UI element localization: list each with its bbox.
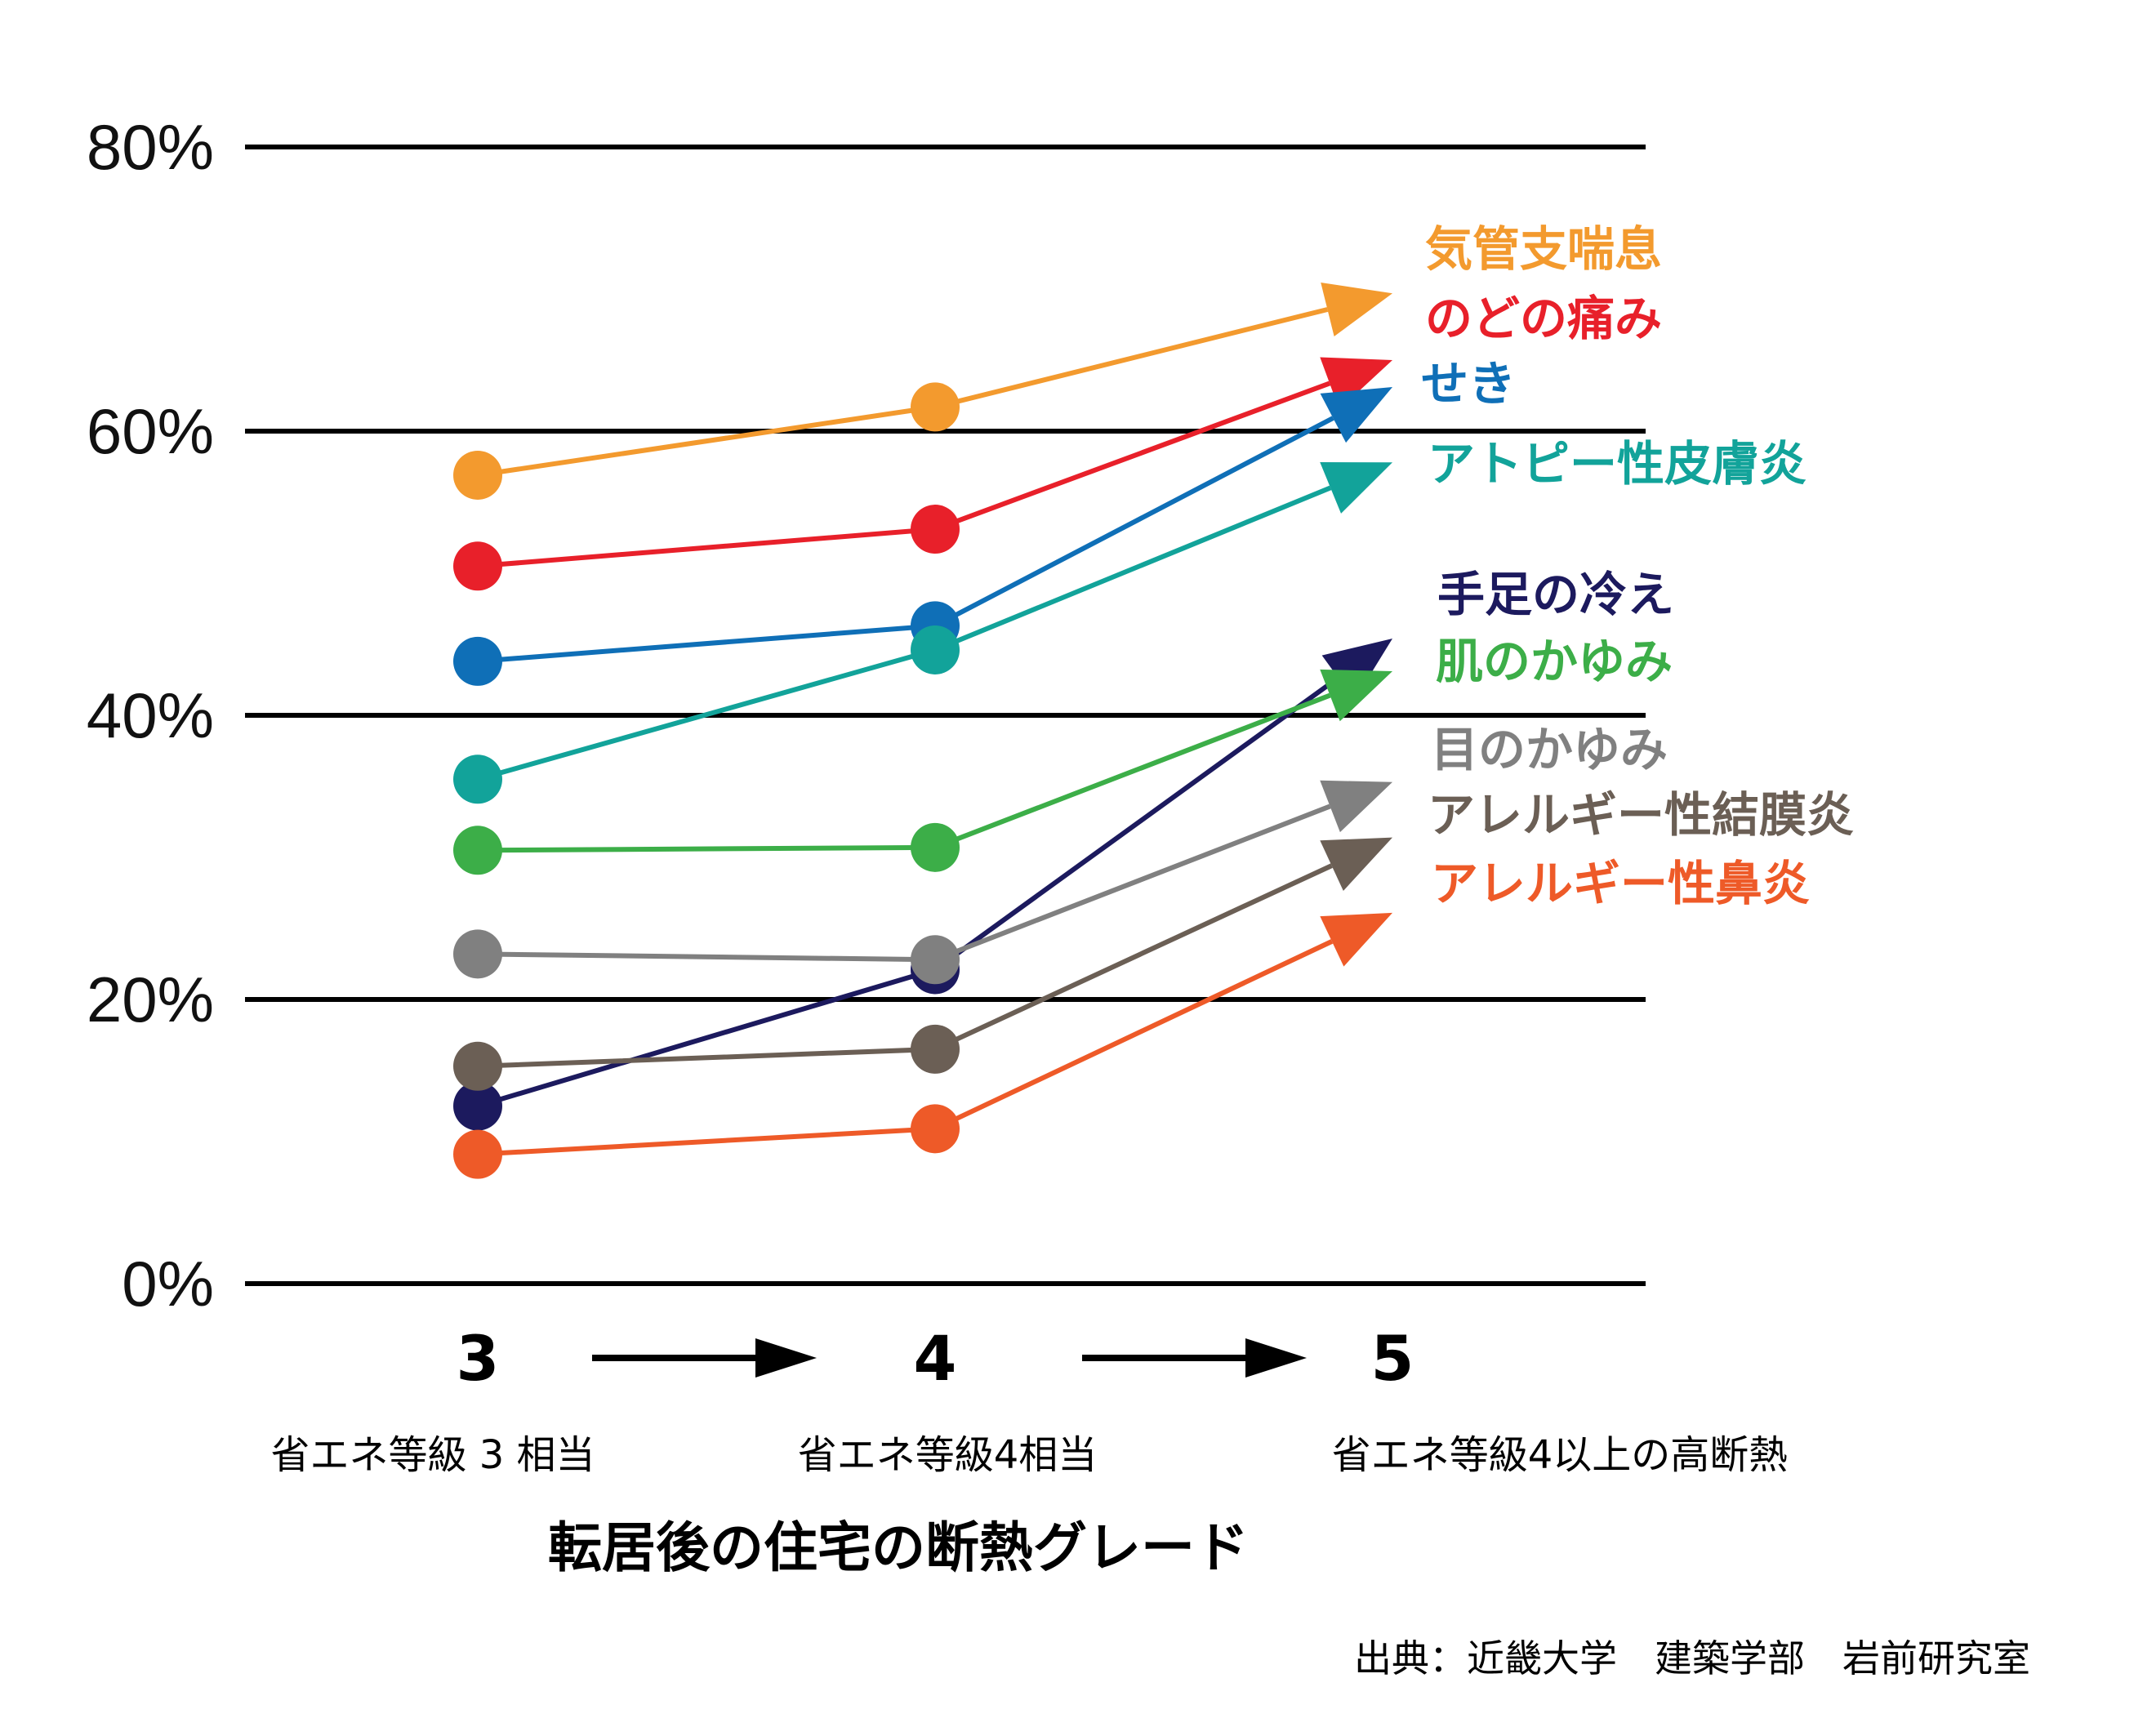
data-point [453,1129,502,1179]
data-point-arrowhead [1320,912,1392,967]
series-line [477,803,1331,963]
series-label: 目のかゆみ [1431,722,1668,777]
series [453,912,1392,1179]
data-point-arrowhead [1320,387,1392,443]
grade-progression-arrow-head [755,1338,817,1378]
data-series [453,283,1392,1179]
y-tick-label: 20% [87,964,214,1035]
data-point [453,929,502,979]
data-point-arrowhead [1321,639,1392,701]
series [453,283,1392,500]
series-label: アレルギー性鼻炎 [1431,856,1810,911]
y-axis-tick-labels: 0% 20% 40% 60% 80% [87,111,214,1320]
data-point-arrowhead [1320,461,1392,514]
series-label: せき [1421,356,1516,412]
series-line [477,692,1331,853]
data-point-arrowhead [1320,837,1392,891]
data-point [911,1104,960,1154]
gridlines [245,145,1646,1286]
data-point [453,541,502,591]
x-tick-label: 3 [457,1322,500,1395]
series [453,669,1392,875]
data-point-arrowhead [1320,669,1392,722]
source-credit: 出典：近畿大学 建築学部 岩前研究室 [1354,1636,2030,1680]
x-category-description: 省エネ等級 3 相当 [270,1432,595,1478]
series-label: アトピー性皮膚炎 [1428,436,1807,492]
data-point [911,935,960,985]
series [453,780,1392,985]
data-point [453,754,502,804]
series-label: アレルギー性結膜炎 [1428,787,1854,843]
data-point [911,822,960,872]
series-line [477,939,1334,1157]
data-point [453,826,502,875]
series-line [477,863,1333,1069]
series [453,357,1392,591]
y-tick-label: 0% [122,1248,214,1320]
data-point [453,636,502,686]
x-axis: 3 4 5 省エネ等級 3 相当 省エネ等級4相当 省エネ等級4以上の高断熱 [270,1322,1788,1478]
data-point-arrowhead [1320,780,1392,833]
data-point [911,625,960,674]
series-labels: 気管支喘息のどの痛みせきアトピー性皮膚炎手足の冷え肌のかゆみ目のかゆみアレルギー… [1421,221,1854,911]
y-tick-label: 80% [87,111,214,183]
x-category-description: 省エネ等級4相当 [798,1432,1098,1478]
data-point-arrowhead [1321,283,1392,336]
x-axis-title: 転居後の住宅の断熱グレード [548,1516,1249,1579]
series-label: 気管支喘息 [1425,221,1662,277]
x-tick-label: 5 [1371,1322,1414,1395]
data-point [453,1041,502,1091]
y-tick-label: 60% [87,395,214,467]
series [453,461,1392,804]
grade-progression-arrow-head [1245,1338,1307,1378]
y-tick-label: 40% [87,679,214,751]
series-label: のどの痛み [1425,291,1662,346]
series [453,837,1392,1091]
series-label: 肌のかゆみ [1436,634,1673,689]
data-point [911,505,960,554]
data-point [453,1081,502,1131]
x-tick-label: 4 [914,1322,957,1395]
data-point [911,1024,960,1074]
data-point [911,382,960,432]
x-category-description: 省エネ等級4以上の高断熱 [1332,1432,1789,1478]
series-label: 手足の冷え [1437,567,1674,622]
series-line [477,307,1329,478]
data-point [453,450,502,500]
